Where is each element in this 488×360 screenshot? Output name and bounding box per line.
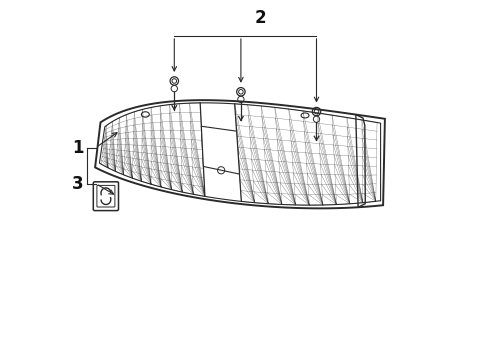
Text: 1: 1 — [72, 139, 83, 157]
Polygon shape — [99, 103, 380, 205]
Text: 3: 3 — [71, 175, 83, 193]
Text: 2: 2 — [254, 9, 266, 27]
Polygon shape — [201, 126, 239, 174]
